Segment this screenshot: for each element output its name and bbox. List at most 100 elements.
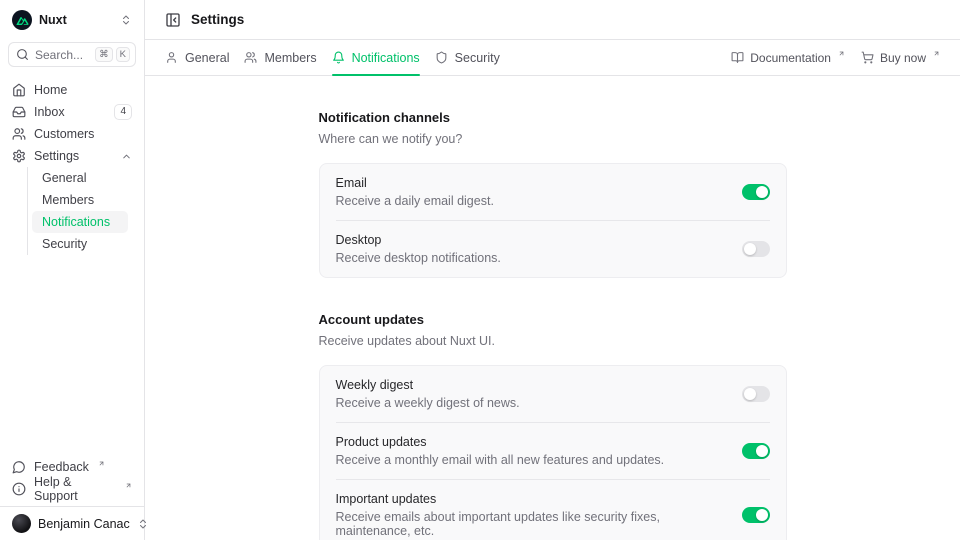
settings-card: Email Receive a daily email digest. Desk…	[318, 163, 787, 278]
setting-description: Receive emails about important updates l…	[335, 510, 660, 538]
row-divider	[335, 479, 770, 480]
shopping-cart-icon	[861, 51, 874, 64]
sidebar: Nuxt ⌘ K Home	[0, 0, 146, 540]
search-input-wrapper[interactable]: ⌘ K	[8, 42, 136, 67]
shield-icon	[435, 51, 448, 64]
section-description: Where can we notify you?	[318, 132, 463, 146]
sidebar-item-customers[interactable]: Customers	[8, 123, 136, 145]
workspace-name: Nuxt	[39, 13, 67, 27]
buy-now-link[interactable]: Buy now	[861, 51, 940, 65]
sidebar-collapse-icon[interactable]	[165, 12, 181, 28]
tab-general[interactable]: General	[165, 40, 229, 75]
row-divider	[335, 422, 770, 423]
sidebar-item-help-support[interactable]: Help & Support	[8, 475, 136, 503]
inbox-icon	[12, 105, 26, 119]
setting-label: Email	[335, 176, 367, 190]
tab-label: Members	[264, 50, 317, 65]
email-toggle[interactable]	[741, 184, 770, 200]
users-icon	[12, 127, 26, 141]
setting-row-weekly-digest: Weekly digest Receive a weekly digest of…	[320, 366, 786, 422]
main-panel: Settings General Members Notifications	[145, 0, 960, 540]
sidebar-footer: Feedback Help & Support	[0, 456, 144, 506]
setting-label: Product updates	[335, 435, 427, 449]
external-link-icon	[125, 482, 132, 489]
user-icon	[165, 51, 178, 64]
section-account-updates: Account updates Receive updates about Nu…	[318, 312, 787, 540]
tab-notifications[interactable]: Notifications	[331, 40, 420, 76]
book-open-icon	[731, 51, 744, 64]
action-label: Buy now	[879, 50, 926, 65]
user-avatar	[12, 514, 31, 533]
setting-label: Desktop	[335, 233, 382, 247]
setting-row-important-updates: Important updates Receive emails about i…	[320, 480, 786, 540]
sidebar-item-notifications[interactable]: Notifications	[32, 211, 128, 233]
product-updates-toggle[interactable]	[741, 443, 770, 459]
sidebar-item-label: Help & Support	[34, 475, 78, 503]
home-icon	[12, 83, 26, 97]
search-input[interactable]	[35, 47, 90, 62]
external-link-icon	[838, 50, 845, 57]
gear-icon	[12, 149, 26, 163]
external-link-icon	[98, 460, 105, 467]
bell-icon	[332, 51, 345, 64]
external-link-icon	[933, 50, 940, 57]
sidebar-item-settings[interactable]: Settings	[8, 145, 136, 167]
search-icon	[16, 48, 29, 61]
tabbar-actions: Documentation Buy now	[731, 51, 940, 65]
sidebar-item-general[interactable]: General	[42, 171, 87, 185]
sidebar-item-security[interactable]: Security	[42, 237, 88, 251]
tab-label: General	[185, 50, 230, 65]
desktop-toggle[interactable]	[741, 241, 770, 257]
setting-description: Receive desktop notifications.	[335, 251, 501, 265]
nuxt-logo-icon	[12, 10, 32, 30]
setting-label: Weekly digest	[335, 378, 414, 392]
kbd-cmd: ⌘	[95, 46, 113, 63]
sidebar-item-label: Inbox	[34, 105, 65, 119]
documentation-link[interactable]: Documentation	[731, 51, 845, 65]
workspace-selector[interactable]: Nuxt	[0, 0, 144, 36]
sidebar-item-label: Settings	[34, 149, 80, 163]
search-shortcut: ⌘ K	[95, 46, 130, 63]
sidebar-item-label: Home	[34, 83, 68, 97]
settings-card: Weekly digest Receive a weekly digest of…	[318, 365, 787, 540]
settings-tabs: General Members Notifications Security	[145, 40, 960, 76]
section-title: Notification channels	[318, 110, 450, 125]
chevrons-up-down-icon	[137, 518, 149, 530]
user-name: Benjamin Canac	[38, 516, 130, 531]
page-header: Settings	[145, 0, 960, 40]
tab-members[interactable]: Members	[244, 40, 317, 75]
sidebar-item-feedback[interactable]: Feedback	[8, 456, 136, 478]
sidebar-item-home[interactable]: Home	[8, 79, 136, 101]
setting-description: Receive a daily email digest.	[335, 194, 494, 208]
setting-row-desktop: Desktop Receive desktop notifications.	[320, 221, 786, 277]
tab-label: Security	[454, 50, 500, 65]
sidebar-item-inbox[interactable]: Inbox 4	[8, 101, 136, 123]
section-notification-channels: Notification channels Where can we notif…	[318, 110, 787, 278]
section-description: Receive updates about Nuxt UI.	[318, 334, 496, 348]
tab-security[interactable]: Security	[435, 40, 500, 75]
chevrons-up-down-icon	[120, 14, 132, 26]
setting-label: Important updates	[335, 492, 437, 506]
action-label: Documentation	[750, 50, 831, 65]
section-title: Account updates	[318, 312, 424, 327]
message-circle-icon	[12, 460, 26, 474]
weekly-digest-toggle[interactable]	[741, 386, 770, 402]
sidebar-spacer	[0, 255, 144, 456]
user-menu[interactable]: Benjamin Canac	[0, 506, 146, 540]
setting-description: Receive a monthly email with all new fea…	[335, 453, 665, 467]
sidebar-item-label: Customers	[34, 127, 95, 141]
chevron-up-icon	[121, 151, 132, 162]
info-circle-icon	[12, 482, 26, 496]
setting-row-product-updates: Product updates Receive a monthly email …	[320, 423, 786, 479]
row-divider	[335, 220, 770, 221]
setting-row-email: Email Receive a daily email digest.	[320, 164, 786, 220]
page-title: Settings	[191, 12, 245, 27]
users-icon	[244, 51, 257, 64]
sidebar-item-members[interactable]: Members	[42, 193, 95, 207]
sidebar-item-label: Feedback	[34, 460, 89, 474]
setting-description: Receive a weekly digest of news.	[335, 396, 520, 410]
important-updates-toggle[interactable]	[741, 507, 770, 523]
inbox-count-badge: 4	[114, 103, 132, 121]
tab-label: Notifications	[351, 50, 420, 65]
